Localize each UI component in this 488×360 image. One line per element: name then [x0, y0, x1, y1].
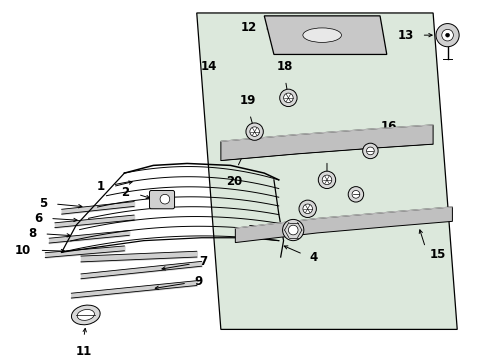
Circle shape — [445, 33, 448, 37]
Circle shape — [282, 219, 303, 240]
Text: 18: 18 — [276, 60, 292, 73]
Text: 3: 3 — [247, 224, 255, 237]
Text: 1: 1 — [97, 180, 105, 193]
Circle shape — [283, 93, 293, 103]
Ellipse shape — [302, 28, 341, 42]
Circle shape — [318, 171, 335, 189]
Polygon shape — [196, 13, 456, 329]
Circle shape — [245, 123, 263, 140]
Text: 8: 8 — [28, 228, 37, 240]
Circle shape — [279, 89, 297, 107]
Text: 10: 10 — [15, 244, 31, 257]
Text: 4: 4 — [309, 251, 317, 264]
Ellipse shape — [71, 305, 100, 325]
Text: 20: 20 — [226, 175, 242, 188]
Text: 16: 16 — [380, 120, 397, 133]
Circle shape — [298, 200, 316, 217]
FancyBboxPatch shape — [149, 190, 174, 209]
Text: 9: 9 — [194, 275, 203, 288]
Circle shape — [441, 30, 452, 41]
Text: 11: 11 — [76, 345, 92, 358]
Text: 5: 5 — [39, 198, 47, 211]
Circle shape — [362, 143, 377, 159]
Circle shape — [347, 186, 363, 202]
Circle shape — [322, 175, 331, 185]
Circle shape — [351, 190, 359, 198]
Circle shape — [366, 147, 373, 155]
Text: 6: 6 — [34, 212, 42, 225]
Circle shape — [288, 225, 297, 235]
Text: 15: 15 — [428, 248, 445, 261]
Circle shape — [160, 194, 169, 204]
Circle shape — [302, 204, 312, 213]
Polygon shape — [235, 207, 451, 243]
Text: 12: 12 — [240, 21, 256, 34]
Circle shape — [249, 127, 259, 136]
Text: 17: 17 — [318, 140, 334, 153]
Text: 13: 13 — [397, 29, 413, 42]
Polygon shape — [264, 16, 386, 54]
Text: 7: 7 — [199, 255, 207, 268]
Text: 14: 14 — [201, 60, 217, 73]
Circle shape — [435, 23, 458, 47]
Polygon shape — [221, 125, 432, 161]
Ellipse shape — [77, 310, 94, 320]
Text: 19: 19 — [239, 94, 256, 107]
Text: 2: 2 — [121, 186, 129, 199]
